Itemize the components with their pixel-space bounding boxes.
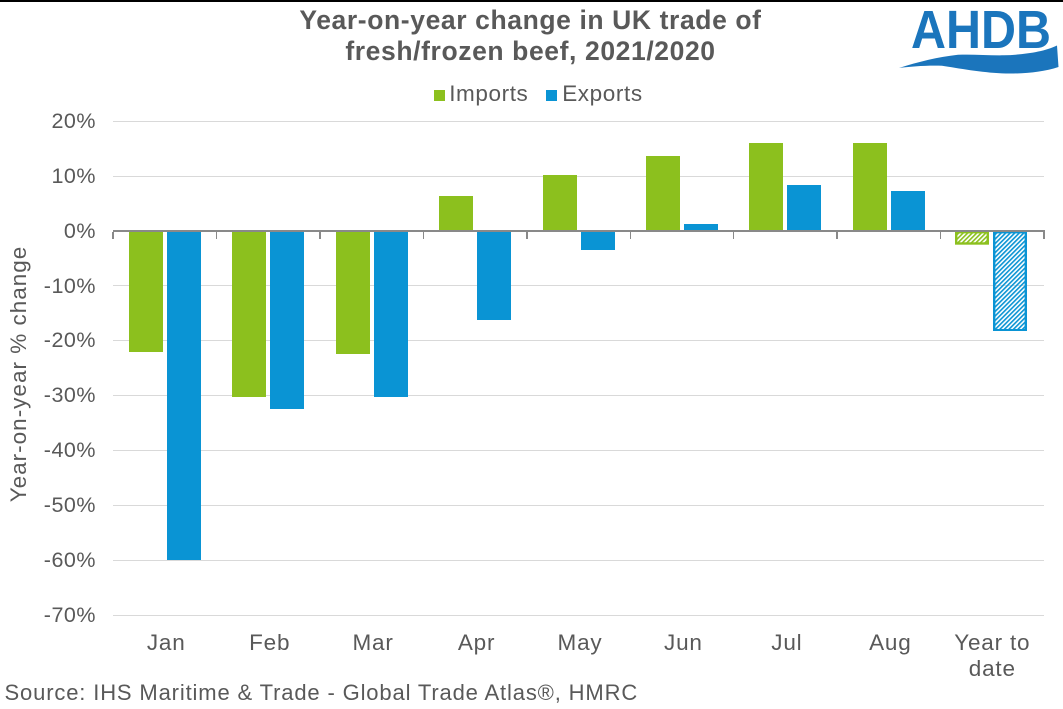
svg-text:AHDB: AHDB bbox=[911, 1, 1051, 60]
